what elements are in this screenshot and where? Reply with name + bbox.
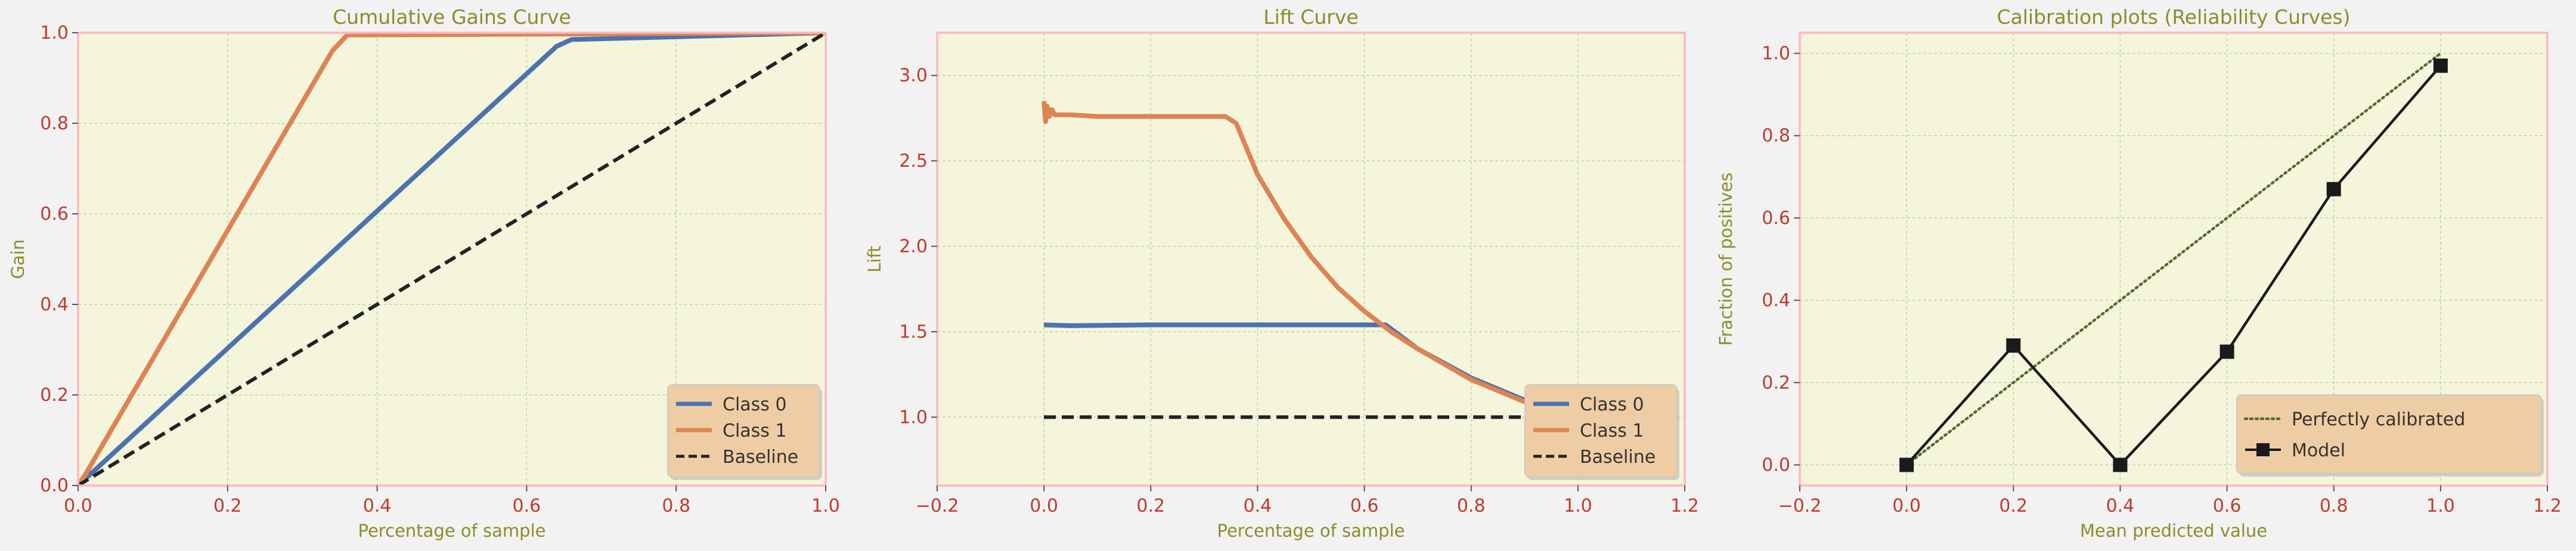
x-tick-label: 0.4 <box>1244 496 1272 516</box>
legend-box <box>667 384 820 478</box>
y-tick-label: 1.0 <box>40 23 69 43</box>
y-tick-label: 2.0 <box>899 236 928 257</box>
axes-frame <box>936 32 1686 487</box>
series-group <box>78 33 826 485</box>
series-group <box>1905 52 2442 466</box>
chart-title: Calibration plots (Reliability Curves) <box>1997 5 2351 29</box>
y-axis-label: Lift <box>864 245 885 272</box>
series-line-class-1 <box>78 33 826 485</box>
x-tick-label: 0.0 <box>1030 496 1058 516</box>
x-tick-label: 0.8 <box>2320 496 2348 516</box>
y-tick-label: 3.0 <box>899 66 928 86</box>
x-tick-label: −0.2 <box>1778 496 1822 516</box>
legend-box <box>2236 394 2542 474</box>
series-line-perfectly-calibrated <box>1905 52 2442 466</box>
y-axis-label: Gain <box>8 239 28 279</box>
x-axis-label: Mean predicted value <box>2080 521 2267 541</box>
y-tick-label: 1.0 <box>1762 43 1790 64</box>
legend-label: Class 0 <box>1580 394 1644 415</box>
x-axis-label: Percentage of sample <box>358 521 546 541</box>
y-tick-label: 0.0 <box>40 475 69 496</box>
x-tick-label: 1.2 <box>1670 496 1699 516</box>
y-tick-label: 0.0 <box>1762 455 1790 475</box>
x-tick-label: 0.2 <box>213 496 242 516</box>
x-tick-label: 0.6 <box>1350 496 1379 516</box>
y-tick-label: 1.5 <box>899 322 928 343</box>
x-tick-label: 0.6 <box>513 496 541 516</box>
series-line-baseline <box>78 33 826 485</box>
x-tick-label: 0.4 <box>363 496 392 516</box>
y-tick-label: 0.6 <box>40 204 69 225</box>
series-line-class-1 <box>1041 101 1579 420</box>
x-tick-label: −0.2 <box>916 496 959 516</box>
data-point-marker <box>2219 344 2234 359</box>
y-tick-label: 0.4 <box>1762 290 1790 311</box>
legend-marker <box>2256 443 2270 456</box>
legend-label: Baseline <box>1580 447 1656 468</box>
chart-3: −0.2 0.0 0.2 0.4 0.6 0.8 1.0 1.2 0.0 0.2 0.4 0.6 0.8… <box>1716 5 2562 541</box>
x-tick-label: 0.6 <box>2213 496 2242 516</box>
x-tick-label: 0.8 <box>1457 496 1486 516</box>
series-group <box>1041 101 1579 420</box>
legend-label: Class 1 <box>1580 421 1644 441</box>
legend-label: Baseline <box>723 447 798 468</box>
legend-label: Perfectly calibrated <box>2292 409 2465 430</box>
x-tick-label: 0.2 <box>1136 496 1165 516</box>
axes-frame <box>77 32 827 487</box>
y-tick-label: 1.0 <box>899 407 928 428</box>
y-tick-label: 0.6 <box>1762 208 1790 229</box>
legend: Perfectly calibrated Model <box>2236 394 2544 477</box>
legend-label: Model <box>2292 440 2345 461</box>
x-tick-label: 0.2 <box>1999 496 2028 516</box>
chart-title: Lift Curve <box>1263 5 1358 29</box>
x-tick-label: 1.0 <box>2426 496 2455 516</box>
x-tick-label: 1.0 <box>811 496 840 516</box>
chart-1: 0.0 0.2 0.4 0.6 0.8 1.0 0.0 0.2 0.4 0.6 0.8 1.0 Cumu… <box>8 5 840 541</box>
y-tick-label: 0.2 <box>1762 372 1790 393</box>
y-tick-label: 0.8 <box>1762 126 1790 147</box>
y-tick-label: 0.2 <box>40 385 69 406</box>
legend-label: Class 0 <box>723 394 787 415</box>
data-point-marker <box>2326 182 2341 197</box>
x-tick-label: 0.8 <box>662 496 690 516</box>
x-tick-label: 0.0 <box>64 496 92 516</box>
y-tick-label: 0.8 <box>40 113 69 134</box>
data-point-marker <box>2006 338 2021 353</box>
data-point-marker <box>1899 457 1914 472</box>
x-tick-label: 0.4 <box>2106 496 2135 516</box>
legend-label: Class 1 <box>723 421 787 441</box>
x-tick-label: 0.0 <box>1892 496 1921 516</box>
y-tick-label: 0.4 <box>40 294 69 315</box>
series-line-model <box>1905 64 2442 466</box>
legend: Class 0 Class 1 Baseline <box>667 384 822 480</box>
data-point-marker <box>2113 457 2128 472</box>
legend: Class 0 Class 1 Baseline <box>1524 384 1679 480</box>
x-tick-label: 1.0 <box>1564 496 1592 516</box>
data-point-marker <box>2433 58 2448 73</box>
axes-frame <box>1799 32 2549 487</box>
chart-2: −0.2 0.0 0.2 0.4 0.6 0.8 1.0 1.2 1.0 1.5 2.0 2.5 3.0… <box>864 5 1699 541</box>
legend-box <box>1524 384 1678 478</box>
y-axis-label: Fraction of positives <box>1716 172 1736 345</box>
x-axis-label: Percentage of sample <box>1217 521 1405 541</box>
y-tick-label: 2.5 <box>899 151 928 172</box>
x-tick-label: 1.2 <box>2533 496 2562 516</box>
chart-title: Cumulative Gains Curve <box>333 5 571 29</box>
